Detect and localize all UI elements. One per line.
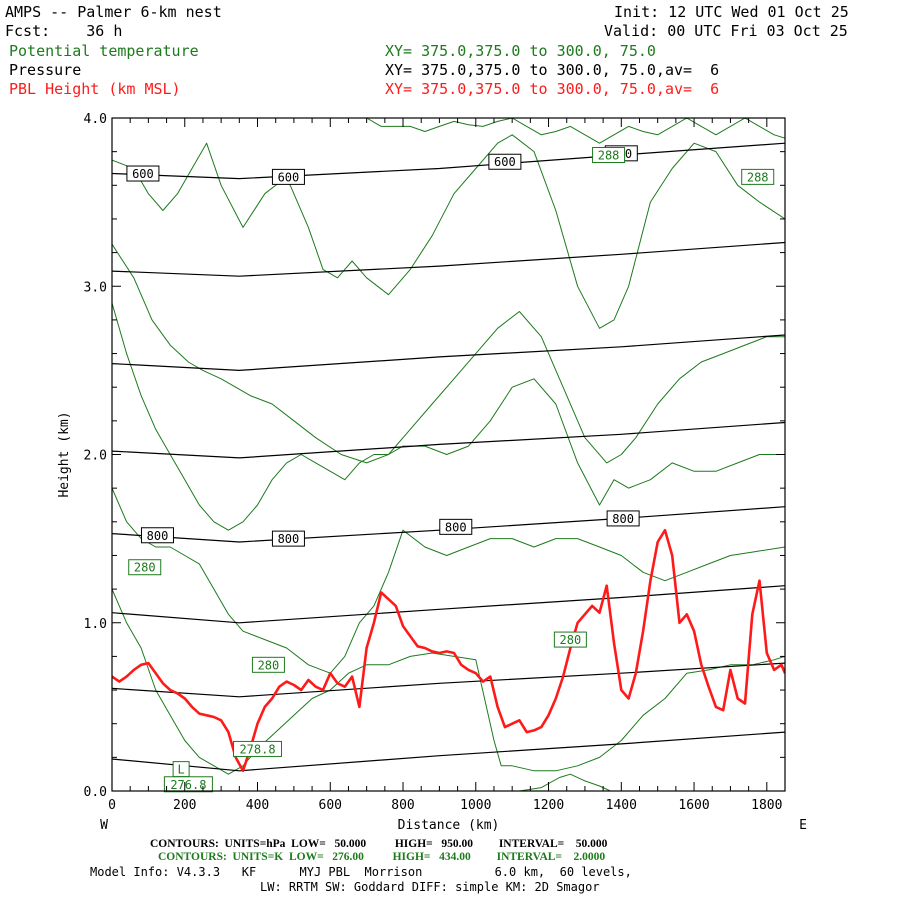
theta-contour-3 [112,588,785,775]
theta-label-5: 278.8 [239,742,275,756]
plot-frame [111,117,786,792]
theta-contour-5 [366,118,785,144]
theta-label-1: 288 [598,149,620,163]
pressure-label-box-4 [140,527,174,544]
init-time: Init: 12 UTC Wed 01 Oct 25 [614,3,849,21]
theta-label-3: 280 [258,658,280,672]
pressure-contour-6 [112,662,785,698]
xy-theta: XY= 375.0,375.0 to 300.0, 75.0 [385,42,656,60]
pressure-label-box-2 [488,153,522,170]
x-tick-label-400: 400 [246,798,269,813]
pbl-height-line [112,528,785,773]
theta-label-box-7 [163,776,213,793]
pressure-contour-2 [112,334,785,371]
field-pbl-label: PBL Height (km MSL) [9,80,181,98]
x-tick-label-600: 600 [319,798,342,813]
x-tick-label-1800: 1800 [751,798,782,813]
forecast-hour: Fcst: 36 h [5,22,123,40]
field-theta-label: Potential temperature [9,42,199,60]
footer-theta-contours: CONTOURS: UNITS=K LOW= 276.00 HIGH= 434.… [158,851,606,863]
xy-pressure: XY= 375.0,375.0 to 300.0, 75.0,av= 6 [385,61,720,79]
x-axis-label: Distance (km) [398,818,500,833]
field-pressure-label: Pressure [9,61,82,79]
footer-physics-info: LW: RRTM SW: Goddard DIFF: simple KM: 2D… [260,880,600,894]
footer-pressure-contours: CONTOURS: UNITS=hPa LOW= 50.000 HIGH= 95… [150,838,608,850]
y-tick-label-3.0: 3.0 [84,280,107,295]
theta-contour-0 [112,243,785,464]
chart-title: AMPS -- Palmer 6-km nest [5,3,222,21]
theta-label-box-2 [128,559,162,576]
theta-label-7: 276.8 [170,778,206,792]
theta-label-box-3 [251,656,285,673]
theta-label-box-0 [741,168,775,185]
pressure-contour-7 [112,731,785,772]
y-axis-label: Height (km) [57,411,72,497]
y-tick-label-0.0: 0.0 [84,785,107,800]
theta-label-4: 280 [560,633,582,647]
pressure-contour-1 [112,241,785,277]
pressure-label-box-5 [271,530,305,547]
x-tick-label-1600: 1600 [678,798,709,813]
y-tick-label-4.0: 4.0 [84,112,107,127]
theta-label-6: L [178,763,185,777]
theta-contour-4 [112,134,785,329]
pressure-label-1: 600 [278,170,300,184]
pressure-label-box-6 [439,518,473,535]
x-tick-label-0: 0 [108,798,116,813]
pressure-label-2: 600 [494,155,516,169]
x-tick-label-1400: 1400 [606,798,637,813]
pressure-label-5: 800 [278,532,300,546]
pressure-contour-3 [112,421,785,459]
theta-label-2: 280 [134,561,156,575]
x-tick-label-1200: 1200 [533,798,564,813]
xy-pbl: XY= 375.0,375.0 to 300.0, 75.0,av= 6 [385,80,720,98]
theta-label-box-1 [592,147,626,164]
valid-time: Valid: 00 UTC Fri 03 Oct 25 [604,22,848,40]
pressure-label-box-1 [271,168,305,185]
pressure-label-4: 800 [147,529,169,543]
x-tick-label-200: 200 [173,798,196,813]
theta-label-box-4 [553,631,587,648]
pressure-label-7: 800 [612,512,634,526]
y-tick-label-1.0: 1.0 [84,617,107,632]
west-label: W [100,818,108,833]
x-tick-label-1000: 1000 [460,798,491,813]
pressure-label-box-0 [126,165,160,182]
y-tick-label-2.0: 2.0 [84,449,107,464]
footer-model-info: Model Info: V4.3.3 KF MYJ PBL Morrison 6… [90,865,632,879]
theta-contour-2 [112,487,785,674]
theta-contour-6 [519,773,611,791]
pressure-contour-0 [112,142,785,180]
pressure-label-6: 800 [445,520,467,534]
theta-label-0: 288 [747,170,769,184]
pressure-label-0: 600 [132,167,154,181]
x-tick-label-800: 800 [391,798,414,813]
theta-contour-1 [112,302,785,531]
pressure-label-box-7 [606,510,640,527]
east-label: E [799,818,807,833]
theta-label-box-5 [233,740,283,757]
